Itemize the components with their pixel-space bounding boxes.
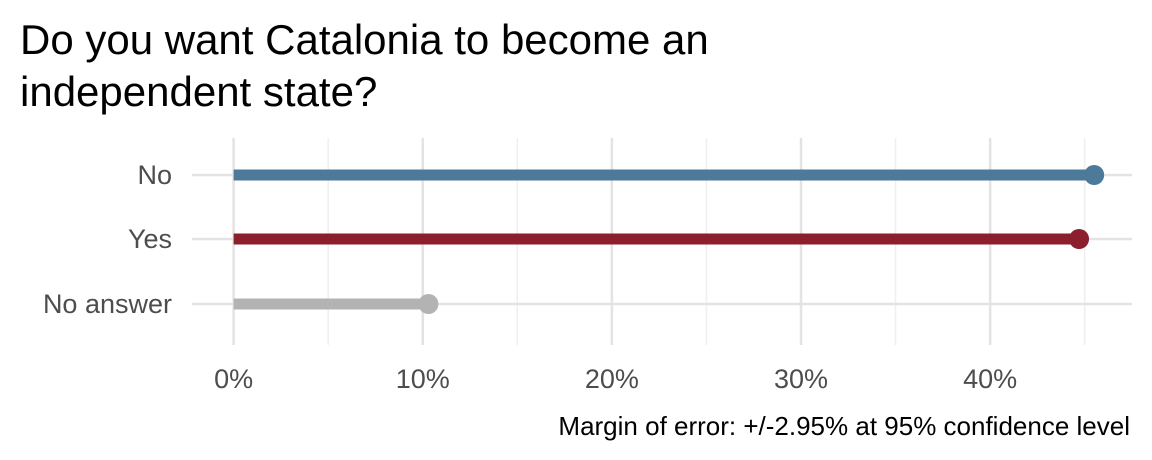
labels-layer: No Yes No answer 0% 10% 20% 30% 40%: [43, 160, 1017, 394]
y-tick-label: No answer: [43, 289, 172, 319]
y-tick-label: No: [137, 160, 172, 190]
x-tick-label: 30%: [774, 364, 828, 394]
x-tick-label: 10%: [396, 364, 450, 394]
x-tick-label: 0%: [214, 364, 253, 394]
lollipop-dot: [1069, 229, 1090, 249]
chart-title: Do you want Catalonia to become an indep…: [20, 16, 709, 115]
x-tick-label: 40%: [963, 364, 1017, 394]
x-tick-label: 20%: [585, 364, 639, 394]
lollipop-dot: [418, 294, 439, 314]
y-tick-label: Yes: [128, 224, 172, 254]
chart-caption: Margin of error: +/-2.95% at 95% confide…: [558, 411, 1130, 441]
lollipop-dot: [1084, 165, 1105, 185]
marks-layer: [233, 165, 1105, 314]
